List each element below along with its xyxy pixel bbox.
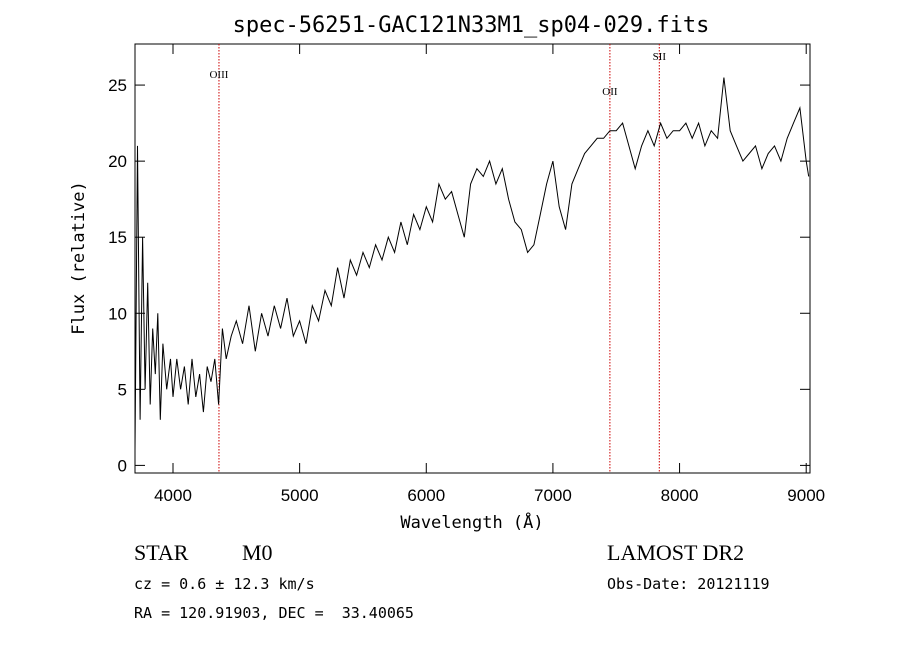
x-axis-ticks: 4000 5000 6000 7000 8000 9000 <box>154 44 825 505</box>
object-subclass: M0 <box>242 540 273 565</box>
x-tick-label: 5000 <box>281 486 319 505</box>
y-tick-label: 25 <box>108 76 127 95</box>
redshift-velocity: cz = 0.6 ± 12.3 km/s <box>134 575 315 593</box>
y-tick-label: 0 <box>118 456 127 475</box>
sky-coordinates: RA = 120.91903, DEC = 33.40065 <box>134 604 414 622</box>
y-tick-label: 10 <box>108 304 127 323</box>
x-tick-label: 6000 <box>407 486 445 505</box>
observation-date: Obs-Date: 20121119 <box>607 575 770 593</box>
emission-marker-label: OIII <box>209 69 228 81</box>
y-tick-label: 15 <box>108 228 127 247</box>
survey-name: LAMOST DR2 <box>607 540 745 565</box>
plot-frame <box>134 43 811 474</box>
x-tick-label: 9000 <box>787 486 825 505</box>
y-tick-label: 20 <box>108 152 127 171</box>
y-tick-label: 5 <box>118 380 127 399</box>
y-axis-label: Flux (relative) <box>69 181 89 335</box>
chart-title: spec-56251-GAC121N33M1_sp04-029.fits <box>233 13 710 38</box>
emission-marker-label: OII <box>602 86 618 98</box>
object-class: STAR <box>134 540 189 565</box>
emission-marker-label: SII <box>653 51 667 63</box>
emission-line-markers: OIII OII SII <box>209 44 666 473</box>
x-tick-label: 4000 <box>154 486 192 505</box>
x-tick-label: 7000 <box>534 486 572 505</box>
y-axis-ticks: 0 5 10 15 20 25 <box>108 76 810 475</box>
x-tick-label: 8000 <box>661 486 699 505</box>
spectrum-line <box>134 77 810 451</box>
x-axis-label: Wavelength (Å) <box>400 511 543 533</box>
